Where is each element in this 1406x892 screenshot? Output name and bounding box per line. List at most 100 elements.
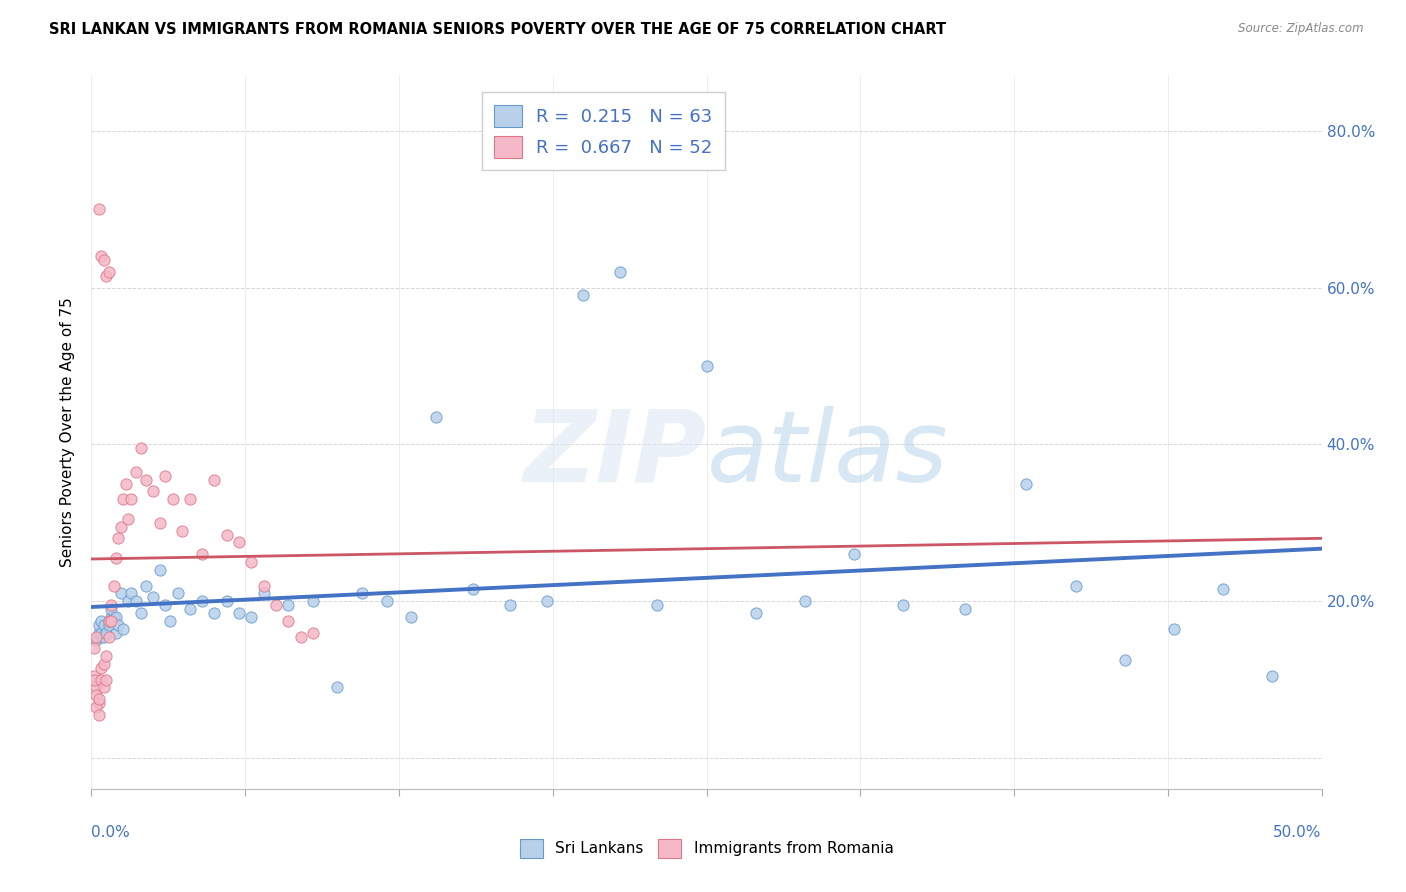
Point — [129, 442, 152, 456]
Point — [93, 630, 115, 644]
Point — [135, 578, 156, 592]
Point — [117, 594, 139, 608]
Point — [107, 532, 129, 546]
Point — [202, 473, 225, 487]
Point — [695, 359, 717, 373]
Point — [253, 586, 276, 600]
Point — [142, 591, 165, 605]
Point — [117, 512, 139, 526]
Point — [100, 614, 122, 628]
Point — [172, 524, 194, 538]
Point — [103, 578, 125, 592]
Point — [105, 610, 127, 624]
Point — [97, 265, 120, 279]
Point — [793, 594, 815, 608]
Point — [240, 555, 263, 569]
Point — [114, 476, 138, 491]
Point — [149, 563, 172, 577]
Point — [100, 598, 122, 612]
Point — [142, 484, 165, 499]
Point — [891, 598, 914, 612]
Point — [87, 617, 110, 632]
Point — [110, 519, 132, 533]
Point — [93, 253, 115, 268]
Point — [96, 625, 117, 640]
Point — [202, 606, 225, 620]
Point — [277, 598, 299, 612]
Text: 0.0%: 0.0% — [91, 825, 131, 840]
Point — [97, 617, 120, 632]
Point — [461, 582, 484, 597]
Legend: Sri Lankans, Immigrants from Romania: Sri Lankans, Immigrants from Romania — [513, 833, 900, 863]
Point — [179, 492, 201, 507]
Point — [93, 622, 115, 636]
Point — [124, 594, 146, 608]
Point — [153, 468, 177, 483]
Point — [97, 614, 120, 628]
Point — [86, 630, 108, 644]
Point — [110, 586, 132, 600]
Point — [1114, 653, 1136, 667]
Point — [87, 625, 110, 640]
Text: Source: ZipAtlas.com: Source: ZipAtlas.com — [1239, 22, 1364, 36]
Point — [83, 673, 105, 687]
Point — [90, 625, 112, 640]
Point — [149, 516, 172, 530]
Point — [120, 492, 142, 507]
Point — [352, 586, 374, 600]
Point — [90, 630, 112, 644]
Point — [96, 268, 117, 283]
Point — [842, 547, 865, 561]
Point — [179, 602, 201, 616]
Text: ZIP: ZIP — [523, 406, 706, 502]
Point — [166, 586, 188, 600]
Point — [253, 578, 276, 592]
Point — [93, 681, 115, 695]
Point — [120, 586, 142, 600]
Point — [498, 598, 520, 612]
Point — [97, 630, 120, 644]
Point — [86, 700, 108, 714]
Point — [953, 602, 976, 616]
Point — [107, 617, 129, 632]
Point — [375, 594, 398, 608]
Point — [96, 622, 117, 636]
Point — [90, 661, 112, 675]
Point — [83, 669, 105, 683]
Point — [93, 657, 115, 671]
Point — [124, 465, 146, 479]
Point — [129, 606, 152, 620]
Point — [1015, 476, 1038, 491]
Point — [87, 707, 110, 722]
Point — [645, 598, 669, 612]
Text: 50.0%: 50.0% — [1274, 825, 1322, 840]
Point — [572, 288, 595, 302]
Point — [745, 606, 768, 620]
Point — [100, 610, 122, 624]
Point — [536, 594, 558, 608]
Point — [86, 689, 108, 703]
Point — [96, 649, 117, 664]
Point — [290, 630, 312, 644]
Text: SRI LANKAN VS IMMIGRANTS FROM ROMANIA SENIORS POVERTY OVER THE AGE OF 75 CORRELA: SRI LANKAN VS IMMIGRANTS FROM ROMANIA SE… — [49, 22, 946, 37]
Point — [87, 696, 110, 710]
Point — [228, 535, 250, 549]
Point — [135, 473, 156, 487]
Point — [105, 551, 127, 566]
Point — [103, 610, 125, 624]
Point — [97, 614, 120, 628]
Point — [162, 492, 184, 507]
Point — [301, 625, 323, 640]
Point — [399, 610, 422, 624]
Y-axis label: Seniors Poverty Over the Age of 75: Seniors Poverty Over the Age of 75 — [60, 298, 76, 567]
Point — [277, 614, 299, 628]
Point — [1064, 578, 1087, 592]
Point — [112, 622, 135, 636]
Point — [1163, 622, 1185, 636]
Point — [228, 606, 250, 620]
Point — [264, 598, 287, 612]
Point — [326, 681, 349, 695]
Point — [215, 527, 238, 541]
Point — [240, 610, 263, 624]
Point — [86, 681, 108, 695]
